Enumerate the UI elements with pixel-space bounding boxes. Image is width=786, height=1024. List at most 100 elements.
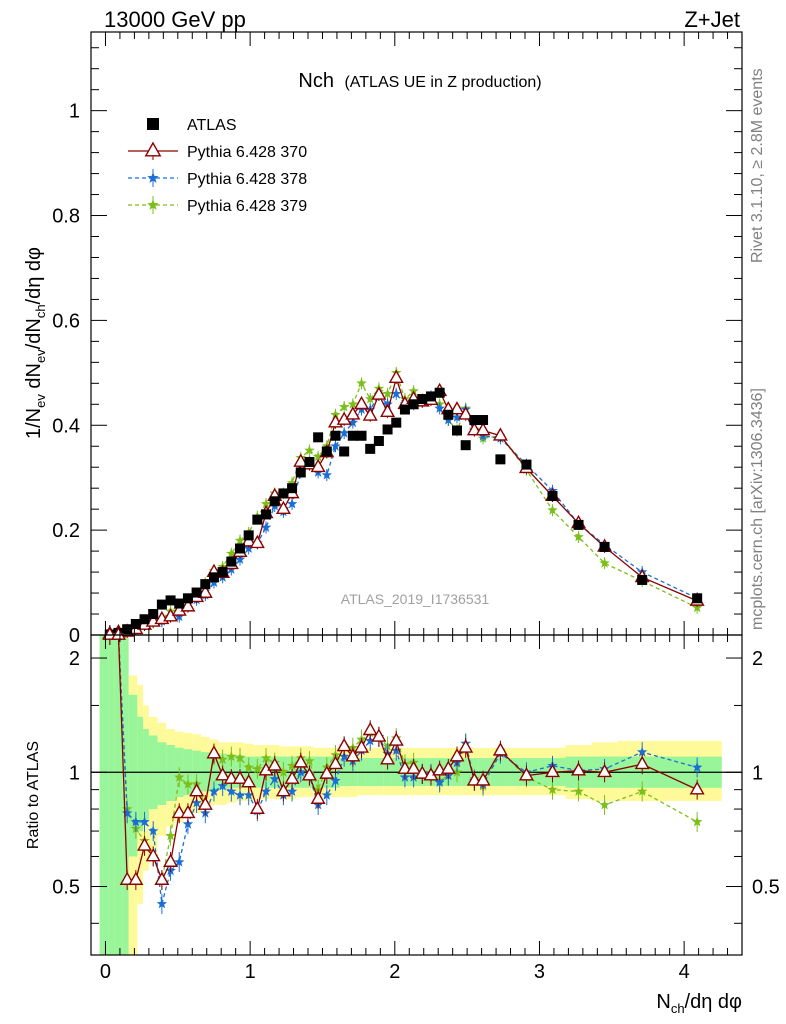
x-tick-label: 1 — [245, 961, 256, 983]
pythia-378-point — [451, 411, 463, 422]
pythia-370-point — [180, 598, 196, 612]
chart-title-main: Nch — [298, 70, 334, 92]
ratio-pythia-370-point — [336, 737, 352, 752]
pythia-379-point — [573, 531, 584, 542]
plot-frames — [90, 31, 743, 956]
ratio-pythia-370-point — [362, 721, 378, 736]
ratio-pythia-378-point — [636, 746, 648, 757]
y-axis-label-ratio: Ratio to ATLAS — [25, 741, 42, 849]
y-tick-label: 1 — [69, 101, 80, 123]
ratio-pythia-379-point — [599, 799, 610, 810]
pythia-378-point — [382, 398, 393, 409]
ratio-pythia-379-point — [573, 786, 584, 796]
ratio-pythia-378-point — [208, 786, 220, 796]
ratio-pythia-379-point — [165, 830, 176, 841]
pythia-379-point — [338, 401, 350, 412]
pythia-370-point — [293, 453, 309, 467]
ratio-pythia-378-point — [286, 786, 298, 796]
ratio-pythia-370-point — [206, 745, 222, 759]
ratio-pythia-370-point — [284, 770, 300, 784]
ratio-pythia-370-point — [163, 853, 179, 867]
ratio-pythia-370-point — [189, 783, 205, 797]
ratio-pythia-378-point — [121, 807, 133, 818]
atlas-data-point — [399, 404, 410, 415]
ratio-pythia-370-point — [293, 754, 309, 768]
ratio-pythia-370-point — [241, 774, 257, 788]
atlas-data-point — [235, 543, 246, 554]
pythia-378-point — [434, 403, 445, 413]
pythia-379-point — [547, 504, 558, 515]
pythia-370-point — [275, 500, 291, 515]
ratio-pythia-378-point — [269, 773, 280, 784]
ratio-pythia-370-point — [215, 767, 231, 781]
header-left: 13000 GeV pp — [104, 7, 246, 32]
atlas-data-point — [347, 430, 358, 441]
atlas-data-point — [637, 574, 648, 585]
pythia-379-point — [286, 477, 298, 488]
pythia-379-point — [312, 451, 324, 462]
ratio-pythia-370-point — [440, 760, 456, 774]
atlas-data-point — [382, 424, 393, 435]
ratio-pythia-370-point — [345, 748, 361, 762]
legend-marker — [147, 199, 159, 210]
pythia-370-point — [197, 584, 213, 598]
ratio-plot-frame — [90, 634, 743, 956]
ratio-pythia-370-point — [475, 772, 491, 786]
atlas-data-point — [243, 530, 254, 541]
ratio-pythia-370-point — [492, 742, 508, 756]
chart-title: Nch (ATLAS UE in Z production) — [298, 70, 541, 92]
ratio-pythia-379-point — [182, 778, 194, 789]
pythia-370-point — [458, 406, 474, 420]
pythia-379-point — [599, 557, 610, 568]
atlas-data-point — [599, 541, 610, 552]
ratio-y-tick-label: 0.5 — [52, 877, 80, 899]
ratio-pythia-379-point — [691, 816, 703, 827]
ratio-pythia-370-point — [380, 751, 396, 765]
atlas-data-point — [469, 415, 480, 426]
ratio-pythia-378-point — [148, 825, 159, 836]
atlas-data-point — [391, 417, 402, 428]
ratio-y-tick-label-right: 2 — [752, 648, 763, 670]
atlas-data-point — [460, 440, 471, 451]
ratio-pythia-378-point — [243, 789, 254, 800]
atlas-data-point — [130, 618, 141, 629]
pythia-370-point — [310, 458, 326, 473]
atlas-data-point — [417, 394, 428, 405]
pythia-378-point — [330, 440, 341, 451]
atlas-data-point — [573, 519, 584, 530]
ratio-pythia-378-point — [260, 786, 272, 796]
ratio-pythia-370-point — [518, 767, 534, 781]
ratio-pythia-379-point — [226, 751, 237, 761]
ratio-pythia-370-point — [466, 772, 482, 786]
ratio-pythia-370-point — [397, 760, 413, 774]
pythia-370-point — [449, 401, 465, 415]
atlas-data-point — [287, 483, 298, 494]
legend: ATLAS Pythia 6.428 370 Pythia 6.428 378 Pyt… — [128, 117, 307, 215]
atlas-data-point — [148, 609, 159, 620]
ratio-pythia-370-point — [249, 800, 265, 814]
x-tick-label: 4 — [679, 961, 690, 983]
atlas-data-point — [208, 572, 219, 583]
ratio-pythia-379-point — [252, 763, 263, 774]
ratio-pythia-370-point — [128, 871, 144, 885]
ratio-pythia-378-point — [365, 735, 376, 746]
chart-title-sub: (ATLAS UE in Z production) — [344, 74, 541, 91]
rivet-label: Rivet 3.1.10, ≥ 2.8M events — [749, 68, 766, 263]
pythia-378-point — [286, 498, 298, 509]
ratio-pythia-370-point — [223, 770, 239, 784]
atlas-data-point — [356, 430, 367, 441]
axis-ticks: 0 1 2 3 4 0 0.2 0.4 0.6 0.8 1 0.5 0.5 1 1 2 2 — [52, 32, 780, 983]
pythia-378-point — [234, 554, 246, 564]
atlas-data-point — [692, 593, 703, 604]
ratio-pythia-379-point — [286, 760, 298, 771]
pythia-370-point — [388, 369, 404, 383]
pythia-379-point — [226, 548, 237, 559]
ratio-pythia-370-point — [458, 739, 474, 753]
ratio-pythia-370-point — [689, 781, 705, 795]
ratio-pythia-370-point — [197, 796, 213, 810]
ratio-y-tick-label: 1 — [69, 762, 80, 784]
atlas-data-point — [373, 435, 384, 446]
y-tick-label: 0.4 — [52, 415, 80, 437]
analysis-watermark: ATLAS_2019_I1736531 — [341, 591, 490, 607]
band-inner-segment — [209, 753, 219, 790]
